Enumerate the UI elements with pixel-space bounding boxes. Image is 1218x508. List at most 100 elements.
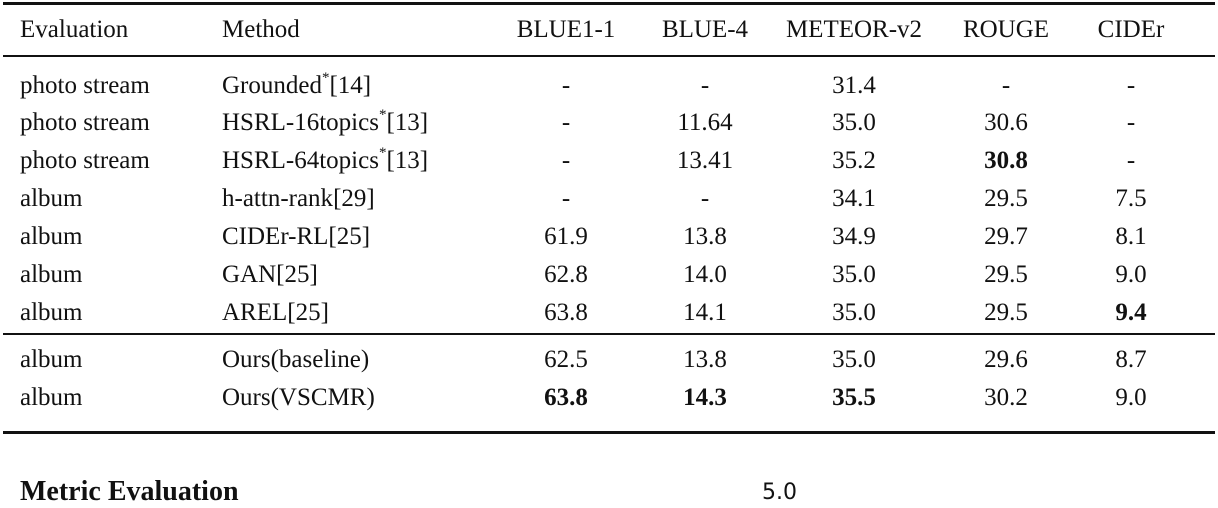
cell-meteor: 34.1: [832, 185, 876, 212]
cell-meteor: 35.0: [832, 109, 876, 136]
cell-method: Ours(VSCMR): [222, 379, 375, 417]
cell-bleu1: -: [561, 109, 571, 136]
cell-bleu4: 14.0: [683, 261, 727, 288]
cell-rouge: 30.8: [984, 147, 1028, 174]
cell-rouge: -: [1001, 72, 1011, 99]
cell-method: HSRL-64topics*[13]: [222, 142, 428, 180]
cell-rouge: 29.5: [984, 299, 1028, 326]
cell-cider: 7.5: [1115, 185, 1147, 212]
cell-bleu1: 61.9: [544, 223, 588, 250]
cell-bleu1: -: [561, 72, 571, 99]
cell-bleu4: 14.3: [683, 384, 727, 411]
cell-evaluation: album: [20, 185, 83, 212]
table-row: album Ours(baseline) 62.5 13.8 35.0 29.6 8.7: [0, 341, 1218, 379]
cell-evaluation: photo stream: [20, 109, 150, 136]
cell-rouge: 29.5: [984, 261, 1028, 288]
cell-bleu1: 63.8: [544, 384, 588, 411]
cell-meteor: 31.4: [832, 72, 876, 99]
method-ref: [13]: [386, 147, 429, 174]
cell-meteor: 34.9: [832, 223, 876, 250]
cell-cider: 9.0: [1115, 384, 1147, 411]
table-row: photo stream HSRL-16topics*[13] - 11.64 35.0…: [0, 104, 1218, 142]
cell-bleu4: 13.8: [683, 223, 727, 250]
method-ref: [25]: [287, 299, 329, 326]
cell-cider: 9.4: [1115, 299, 1147, 326]
method-name: Ours(baseline): [222, 346, 370, 373]
cell-meteor: 35.0: [832, 261, 876, 288]
cell-method: Grounded*[14]: [222, 67, 371, 105]
cell-cider: -: [1126, 147, 1136, 174]
cell-method: CIDEr-RL[25]: [222, 218, 370, 256]
cell-meteor: 35.0: [832, 346, 876, 373]
header-cider: CIDEr: [1097, 16, 1165, 43]
cell-bleu4: -: [700, 72, 710, 99]
cell-bleu4: -: [700, 185, 710, 212]
table-row: album Ours(VSCMR) 63.8 14.3 35.5 30.2 9.0: [0, 379, 1218, 417]
cell-method: AREL[25]: [222, 294, 329, 332]
cell-bleu1: 63.8: [544, 299, 588, 326]
cell-rouge: 29.6: [984, 346, 1028, 373]
cell-bleu1: 62.5: [544, 346, 588, 373]
cell-cider: 9.0: [1115, 261, 1147, 288]
method-ref: [13]: [386, 109, 429, 136]
cell-cider: -: [1126, 109, 1136, 136]
cell-method: Ours(baseline): [222, 341, 369, 379]
method-star: *: [378, 144, 387, 161]
section-heading: Metric Evaluation: [20, 476, 239, 507]
header-bleu1: BLUE1-1: [516, 16, 616, 43]
cell-bleu1: -: [561, 185, 571, 212]
header-rule: [3, 55, 1215, 57]
table-row: album h-attn-rank[29] - - 34.1 29.5 7.5: [0, 180, 1218, 218]
cell-cider: 8.1: [1115, 223, 1147, 250]
method-star: *: [378, 106, 387, 123]
cell-method: HSRL-16topics*[13]: [222, 104, 428, 142]
cell-rouge: 30.2: [984, 384, 1028, 411]
cell-bleu1: -: [561, 147, 571, 174]
cell-meteor: 35.0: [832, 299, 876, 326]
cell-evaluation: photo stream: [20, 147, 150, 174]
cell-evaluation: album: [20, 384, 83, 411]
cell-evaluation: album: [20, 223, 83, 250]
cell-evaluation: album: [20, 346, 83, 373]
axis-tick-label: 5.0: [762, 480, 797, 505]
method-ref: [25]: [328, 223, 371, 250]
method-name: Grounded: [222, 72, 322, 99]
mid-rule: [3, 333, 1215, 335]
cell-evaluation: album: [20, 261, 83, 288]
cell-bleu4: 13.41: [676, 147, 734, 174]
cell-bleu4: 14.1: [683, 299, 727, 326]
cell-rouge: 29.5: [984, 185, 1028, 212]
cell-evaluation: album: [20, 299, 83, 326]
table-row: album GAN[25] 62.8 14.0 35.0 29.5 9.0: [0, 256, 1218, 294]
table-row: photo stream Grounded*[14] - - 31.4 - -: [0, 67, 1218, 105]
cell-evaluation: photo stream: [20, 72, 150, 99]
cell-meteor: 35.5: [832, 384, 876, 411]
method-name: HSRL-64topics: [222, 147, 379, 174]
cell-bleu4: 13.8: [683, 346, 727, 373]
header-bleu4: BLUE-4: [661, 16, 749, 43]
method-name: AREL: [222, 299, 288, 326]
method-ref: [14]: [329, 72, 372, 99]
cell-cider: 8.7: [1115, 346, 1147, 373]
method-name: Ours(VSCMR): [222, 384, 375, 411]
header-method: Method: [222, 16, 300, 43]
cell-bleu1: 62.8: [544, 261, 588, 288]
method-name: HSRL-16topics: [222, 109, 379, 136]
table-row: album CIDEr-RL[25] 61.9 13.8 34.9 29.7 8.1: [0, 218, 1218, 256]
header-rouge: ROUGE: [962, 16, 1050, 43]
cell-rouge: 29.7: [984, 223, 1028, 250]
cell-bleu4: 11.64: [677, 109, 733, 136]
method-ref: [29]: [333, 185, 375, 212]
table-row: album AREL[25] 63.8 14.1 35.0 29.5 9.4: [0, 294, 1218, 332]
cell-meteor: 35.2: [832, 147, 876, 174]
header-row: Evaluation Method BLUE1-1 BLUE-4 METEOR-…: [0, 11, 1218, 49]
method-ref: [25]: [276, 261, 318, 288]
table-row: photo stream HSRL-64topics*[13] - 13.41 35.2…: [0, 142, 1218, 180]
method-name: CIDEr-RL: [222, 223, 329, 250]
cell-method: GAN[25]: [222, 256, 318, 294]
header-evaluation: Evaluation: [20, 16, 129, 43]
method-name: GAN: [222, 261, 277, 288]
bottom-rule: [3, 431, 1215, 434]
header-meteor: METEOR-v2: [785, 16, 923, 43]
method-star: *: [321, 69, 330, 86]
